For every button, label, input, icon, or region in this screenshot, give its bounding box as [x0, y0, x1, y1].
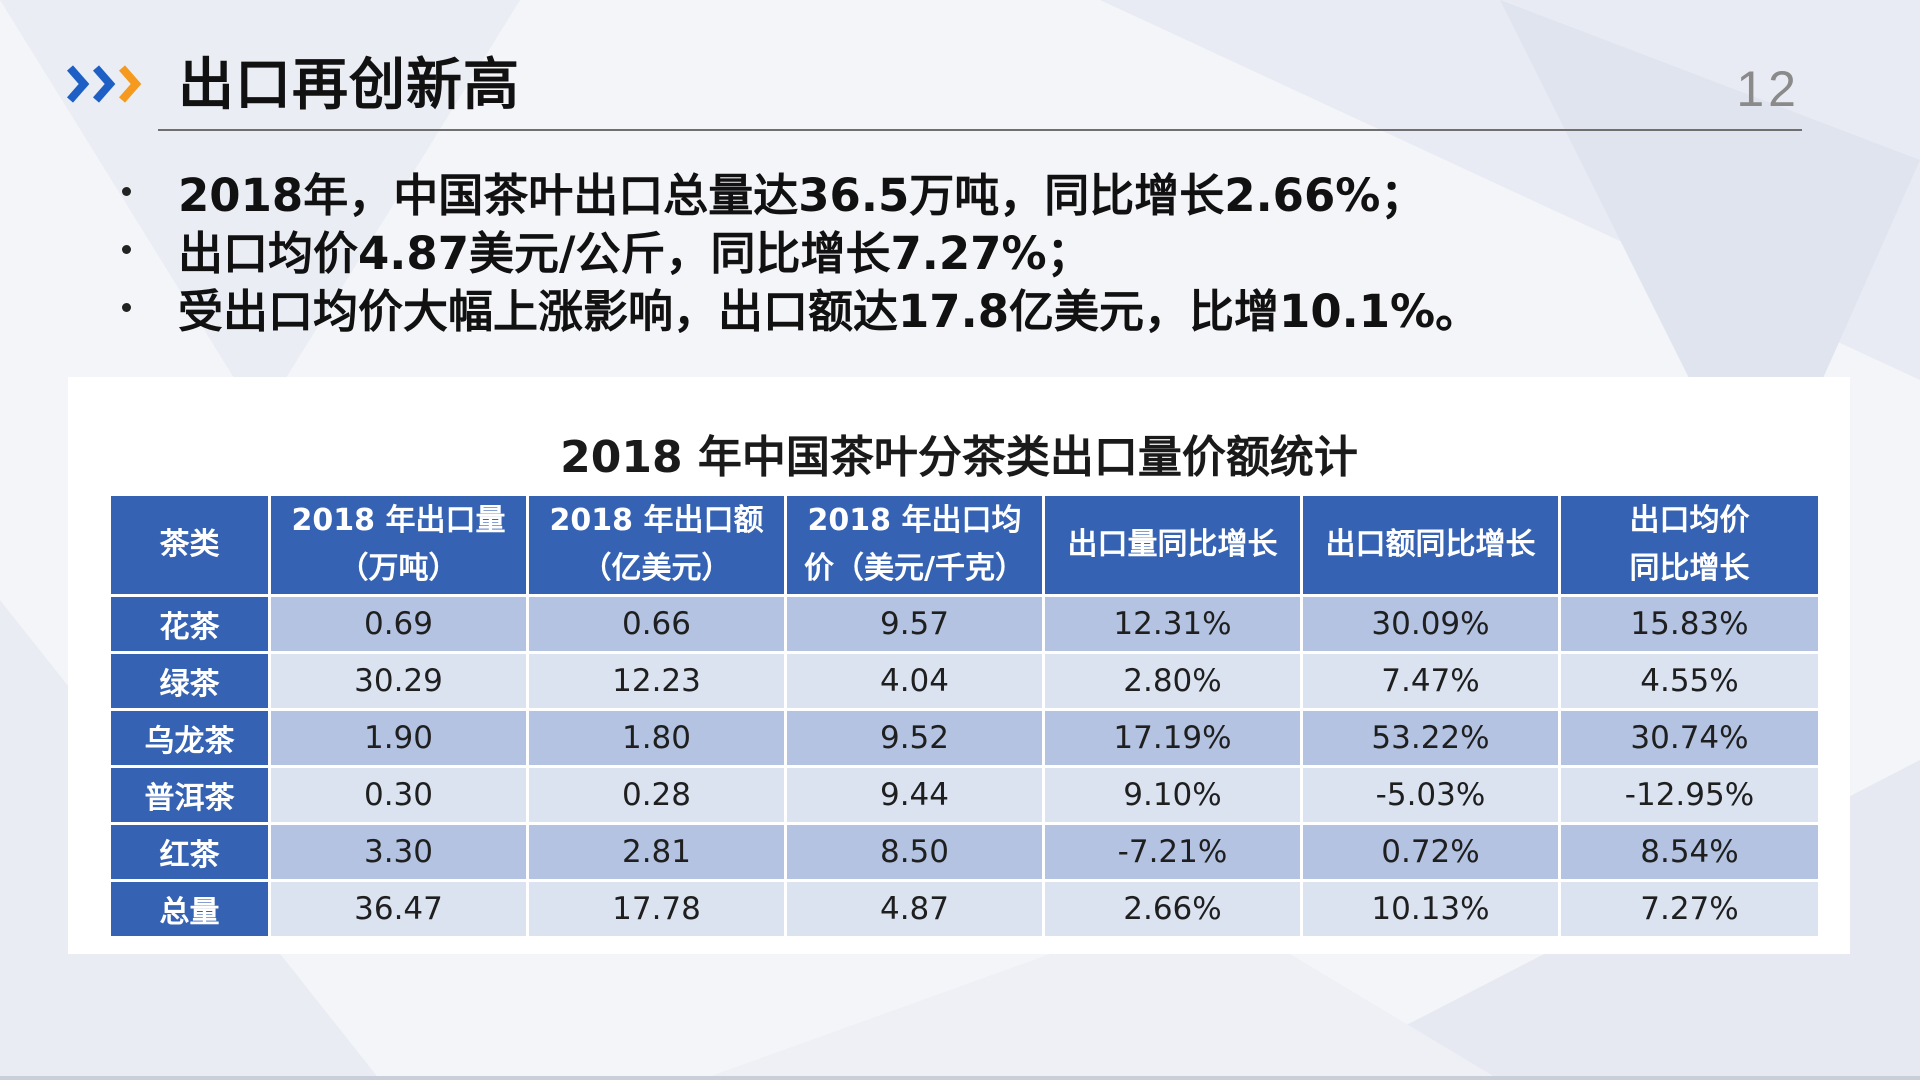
bullet-text: 受出口均价大幅上涨影响，出口额达17.8亿美元，比增10.1%。 [178, 284, 1481, 338]
table-row: 花茶 0.69 0.66 9.57 12.31% 30.09% 15.83% [108, 594, 1821, 654]
bullet-dot-icon [122, 302, 131, 312]
column-header-export-value: 2018 年出口额 （亿美元） [526, 493, 787, 597]
table-cell: 9.57 [784, 594, 1045, 654]
table-card: 2018 年中国茶叶分茶类出口量价额统计 茶类 2018 年出口量 （万吨） 20… [68, 377, 1850, 954]
bullet-dot-icon [122, 244, 131, 254]
row-header-cell: 红茶 [108, 822, 271, 882]
table-row: 乌龙茶 1.90 1.80 9.52 17.19% 53.22% 30.74% [108, 708, 1821, 768]
title-divider [158, 129, 1802, 131]
row-header-cell: 花茶 [108, 594, 271, 654]
table-cell: 0.28 [526, 765, 787, 825]
table-cell: 1.80 [526, 708, 787, 768]
table-cell: 0.69 [268, 594, 529, 654]
table-cell: 36.47 [268, 879, 529, 939]
table-row: 绿茶 30.29 12.23 4.04 2.80% 7.47% 4.55% [108, 651, 1821, 711]
table-cell: 30.74% [1558, 708, 1821, 768]
table-cell: 12.31% [1042, 594, 1303, 654]
table-cell: 12.23 [526, 651, 787, 711]
table-cell: 3.30 [268, 822, 529, 882]
table-cell: 53.22% [1300, 708, 1561, 768]
column-header-export-avg-price: 2018 年出口均 价（美元/千克） [784, 493, 1045, 597]
table-caption: 2018 年中国茶叶分茶类出口量价额统计 [560, 432, 1358, 483]
export-stats-table: 茶类 2018 年出口量 （万吨） 2018 年出口额 （亿美元） 2018 年出口… [108, 493, 1821, 939]
table-cell: 8.50 [784, 822, 1045, 882]
column-header-price-yoy: 出口均价 同比增长 [1558, 493, 1821, 597]
table-row: 普洱茶 0.30 0.28 9.44 9.10% -5.03% -12.95% [108, 765, 1821, 825]
table-cell: 17.78 [526, 879, 787, 939]
table-cell: -5.03% [1300, 765, 1561, 825]
column-header-export-volume: 2018 年出口量 （万吨） [268, 493, 529, 597]
table-cell: 4.87 [784, 879, 1045, 939]
table-cell: 4.04 [784, 651, 1045, 711]
table-cell: -12.95% [1558, 765, 1821, 825]
row-header-cell: 普洱茶 [108, 765, 271, 825]
table-cell: 17.19% [1042, 708, 1303, 768]
bullet-item: 出口均价4.87美元/公斤，同比增长7.27%； [122, 220, 1480, 280]
column-header-tea-type: 茶类 [108, 493, 271, 597]
row-header-cell: 绿茶 [108, 651, 271, 711]
table-cell: 2.80% [1042, 651, 1303, 711]
column-header-value-yoy: 出口额同比增长 [1300, 493, 1561, 597]
row-header-cell: 总量 [108, 879, 271, 939]
table-cell: 2.66% [1042, 879, 1303, 939]
table-cell: 10.13% [1300, 879, 1561, 939]
table-cell: 9.44 [784, 765, 1045, 825]
table-cell: 7.27% [1558, 879, 1821, 939]
bullet-dot-icon [122, 186, 131, 196]
bullet-text: 出口均价4.87美元/公斤，同比增长7.27%； [178, 226, 1092, 280]
bullet-text: 2018年，中国茶叶出口总量达36.5万吨，同比增长2.66%； [178, 168, 1426, 222]
bullet-item: 受出口均价大幅上涨影响，出口额达17.8亿美元，比增10.1%。 [122, 278, 1480, 338]
table-cell: 7.47% [1300, 651, 1561, 711]
row-header-cell: 乌龙茶 [108, 708, 271, 768]
table-cell: 30.09% [1300, 594, 1561, 654]
table-cell: 9.10% [1042, 765, 1303, 825]
table-cell: 4.55% [1558, 651, 1821, 711]
table-cell: 9.52 [784, 708, 1045, 768]
table-cell: 0.72% [1300, 822, 1561, 882]
table-cell: 8.54% [1558, 822, 1821, 882]
bullet-item: 2018年，中国茶叶出口总量达36.5万吨，同比增长2.66%； [122, 162, 1480, 222]
bullet-list: 2018年，中国茶叶出口总量达36.5万吨，同比增长2.66%； 出口均价4.8… [122, 162, 1480, 338]
table-cell: 15.83% [1558, 594, 1821, 654]
table-header-row: 茶类 2018 年出口量 （万吨） 2018 年出口额 （亿美元） 2018 年出口… [108, 493, 1821, 597]
table-cell: 0.30 [268, 765, 529, 825]
column-header-volume-yoy: 出口量同比增长 [1042, 493, 1303, 597]
table-cell: -7.21% [1042, 822, 1303, 882]
table-cell: 30.29 [268, 651, 529, 711]
table-cell: 2.81 [526, 822, 787, 882]
table-row: 总量 36.47 17.78 4.87 2.66% 10.13% 7.27% [108, 879, 1821, 939]
table-cell: 1.90 [268, 708, 529, 768]
page-number: 12 [1736, 61, 1800, 117]
table-cell: 0.66 [526, 594, 787, 654]
table-row: 红茶 3.30 2.81 8.50 -7.21% 0.72% 8.54% [108, 822, 1821, 882]
triple-chevron-right-icon [66, 65, 142, 103]
slide-title: 出口再创新高 [178, 53, 520, 118]
